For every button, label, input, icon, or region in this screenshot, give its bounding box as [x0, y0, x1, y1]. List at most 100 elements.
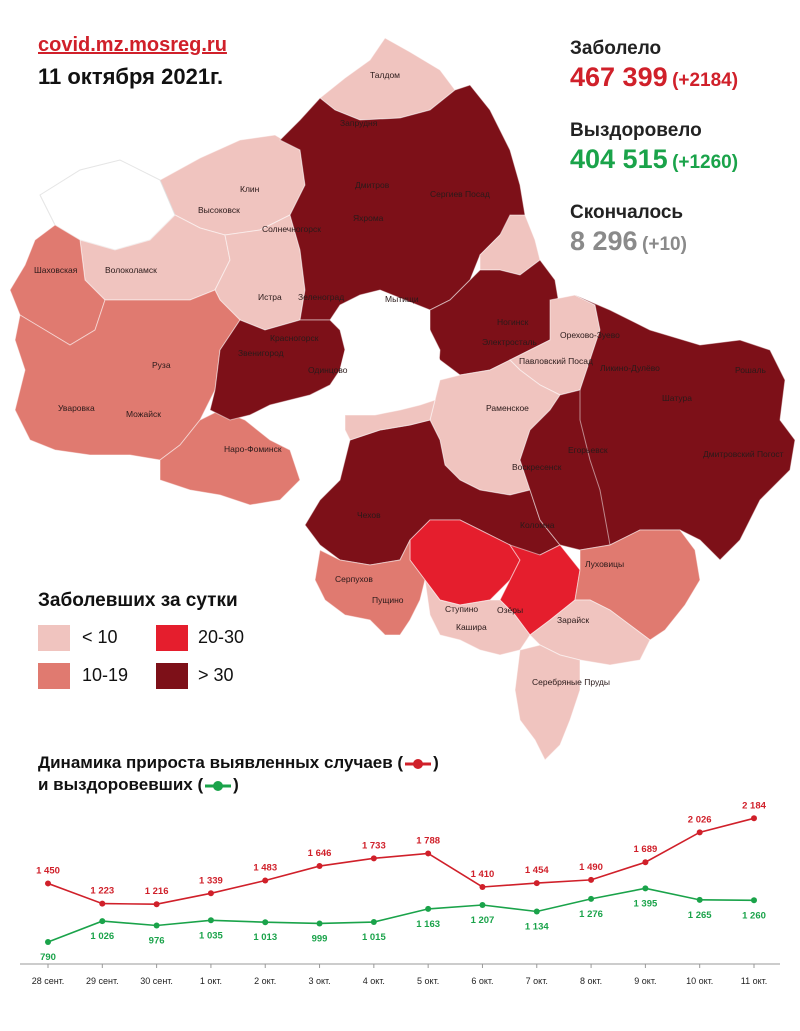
- recovered-point: [207, 917, 214, 924]
- town-label: Наро-Фоминск: [224, 444, 282, 454]
- recovered-point: [588, 895, 595, 902]
- town-label: Озёры: [497, 605, 523, 615]
- recovered-data-label: 1 163: [416, 919, 440, 930]
- legend-label-20-30: 20-30: [198, 627, 245, 647]
- town-label: Руза: [152, 360, 171, 370]
- recovered-data-label: 1 265: [688, 910, 712, 921]
- cases-point: [207, 890, 214, 897]
- legend-swatch-10-19: [38, 663, 70, 689]
- district-kashira: [424, 579, 531, 656]
- moscow-city: [339, 314, 441, 416]
- recovered-value: 404 515: [570, 144, 668, 174]
- town-label: Шаховская: [34, 265, 78, 275]
- town-label: Мытищи: [385, 294, 419, 304]
- dynamics-title-line1: Динамика прироста выявленных случаев (: [38, 753, 404, 772]
- town-label: Дмитровский Погост: [703, 449, 784, 459]
- green-series-marker-icon: [205, 780, 232, 791]
- district-odintsovo: [209, 319, 346, 421]
- district-new-moscow: [344, 399, 436, 441]
- red-series-marker-icon: [405, 758, 432, 769]
- recovered-point: [262, 919, 269, 926]
- deceased-label: Скончалось: [570, 202, 684, 223]
- legend-swatch-20-30: [156, 625, 188, 651]
- recovered-line: [47, 887, 755, 943]
- x-tick-label: 2 окт.: [254, 976, 276, 986]
- town-label: Зарайск: [557, 615, 589, 625]
- cases-point: [99, 900, 106, 907]
- recovered-point: [751, 897, 757, 904]
- recovered-data-label: 1 276: [579, 909, 603, 920]
- recovered-point: [45, 939, 51, 946]
- town-label: Уваровка: [58, 403, 95, 413]
- town-label: Коломна: [520, 520, 555, 530]
- district-serpukhov: [314, 539, 426, 636]
- recovered-point: [696, 896, 703, 903]
- cases-data-label: 1 216: [145, 886, 169, 897]
- town-label: Рошаль: [735, 365, 767, 375]
- recovered-label: Выздоровело: [570, 120, 702, 141]
- town-label: Яхрома: [353, 213, 384, 223]
- cases-data-label: 1 454: [525, 865, 549, 876]
- town-label: Луховицы: [585, 559, 624, 569]
- cases-point: [479, 883, 486, 890]
- town-label: Талдом: [370, 70, 400, 80]
- recovered-data-label: 1 015: [362, 932, 386, 943]
- cases-data-label: 2 026: [688, 814, 712, 825]
- town-label: Запрудня: [340, 118, 378, 128]
- cases-data-label: 1 646: [308, 848, 332, 859]
- infected-label: Заболело: [570, 38, 662, 59]
- dynamics-title: Динамика прироста выявленных случаев () …: [38, 752, 439, 796]
- town-label: Зеленоград: [298, 292, 344, 302]
- recovered-delta: (+1260): [672, 152, 739, 173]
- town-label: Солнечногорск: [262, 224, 321, 234]
- cases-line: [47, 817, 755, 906]
- town-label: Егорьевск: [568, 445, 608, 455]
- town-label: Чехов: [357, 510, 381, 520]
- legend-swatch-lt10: [38, 625, 70, 651]
- cases-data-label: 1 490: [579, 862, 603, 873]
- recovered-data-label: 1 035: [199, 930, 223, 941]
- recovered-data-label: 1 260: [742, 910, 766, 921]
- recovered-data-label: 1 013: [253, 932, 277, 943]
- cases-point: [45, 880, 51, 887]
- dynamics-title-line1-end: ): [433, 753, 439, 772]
- x-tick-label: 7 окт.: [526, 976, 548, 986]
- town-label: Волоколамск: [105, 265, 157, 275]
- town-label: Павловский Посад: [519, 356, 593, 366]
- dynamics-title-line2: и выздоровевших (: [38, 775, 204, 794]
- infected-block: Заболело 467 399 (+2184): [570, 38, 738, 93]
- report-date: 11 октября 2021г.: [38, 64, 224, 89]
- town-label: Кашира: [456, 622, 487, 632]
- x-tick-label: 10 окт.: [686, 976, 713, 986]
- cases-data-label: 1 483: [253, 863, 277, 874]
- x-tick-label: 6 окт.: [471, 976, 493, 986]
- cases-point: [262, 877, 269, 884]
- infected-delta: (+2184): [672, 70, 739, 91]
- town-label: Электросталь: [482, 337, 537, 347]
- recovered-data-label: 976: [149, 936, 165, 947]
- town-label: Ликино-Дулёво: [600, 363, 660, 373]
- recovered-data-label: 1 134: [525, 921, 549, 932]
- x-tick-label: 11 окт.: [741, 976, 768, 986]
- cases-data-label: 1 410: [471, 869, 495, 880]
- recovered-point: [533, 908, 540, 915]
- recovered-point: [370, 919, 377, 926]
- recovered-point: [153, 922, 160, 929]
- town-label: Высоковск: [198, 205, 240, 215]
- cases-point: [153, 901, 160, 908]
- legend-swatch-gt30: [156, 663, 188, 689]
- deceased-value: 8 296: [570, 226, 638, 256]
- district-naro-fominsk: [159, 409, 301, 506]
- town-label: Дмитров: [355, 180, 390, 190]
- cases-point: [425, 850, 432, 857]
- town-label: Пущино: [372, 595, 404, 605]
- site-link[interactable]: covid.mz.mosreg.ru: [38, 34, 227, 56]
- cases-data-label: 1 733: [362, 840, 386, 851]
- x-tick-label: 5 окт.: [417, 976, 439, 986]
- x-tick-label: 30 сент.: [140, 976, 173, 986]
- region-map: Талдом Запрудня Дмитров Сергиев Посад Клин Вы…: [9, 37, 796, 761]
- town-label: Красногорск: [270, 333, 319, 343]
- recovered-point: [642, 885, 649, 892]
- town-label: Истра: [258, 292, 282, 302]
- recovered-point: [99, 918, 106, 925]
